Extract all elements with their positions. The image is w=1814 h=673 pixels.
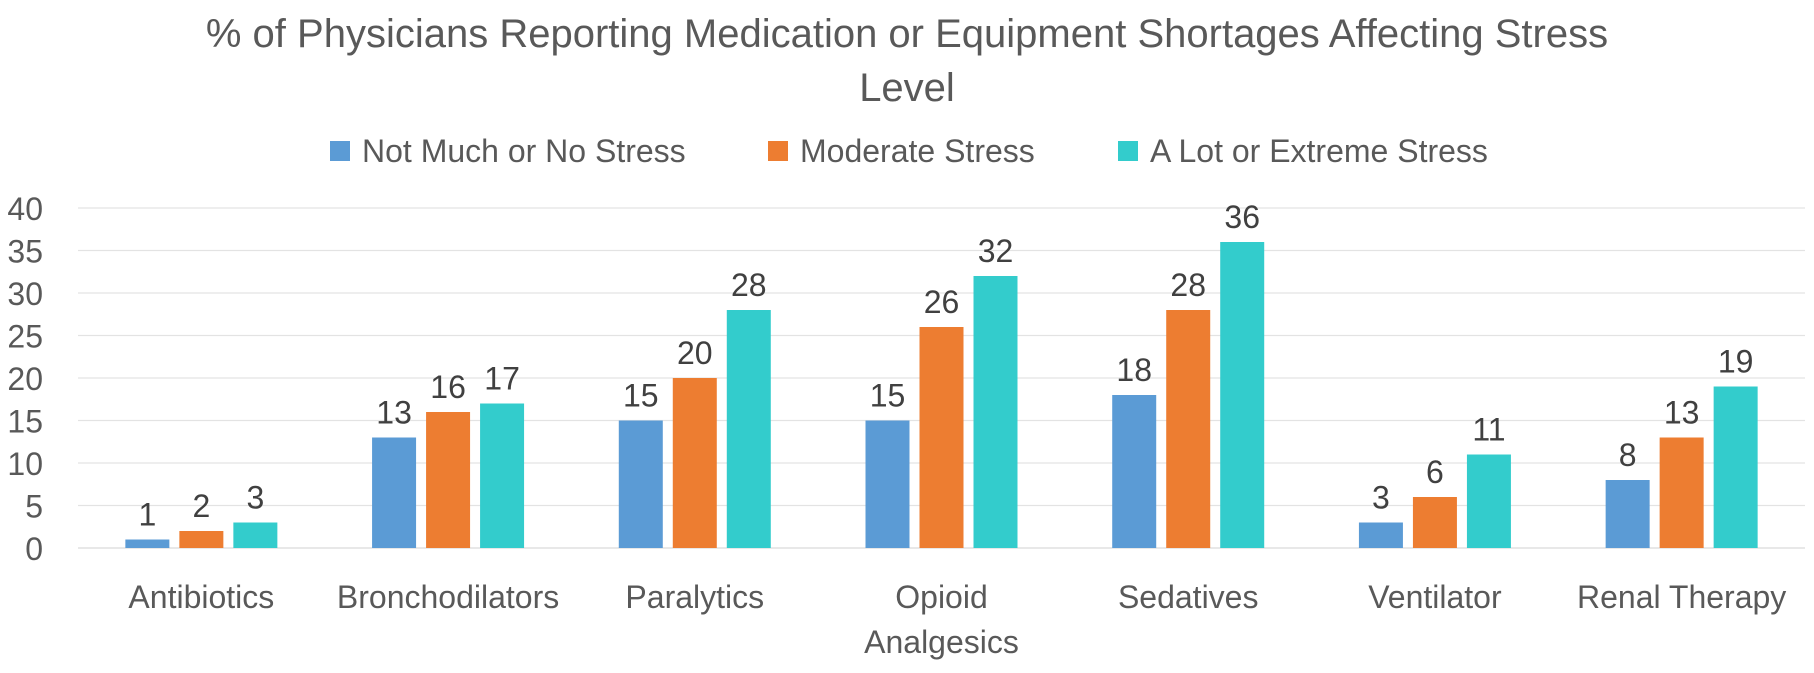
bar — [973, 276, 1018, 548]
data-label: 15 — [870, 378, 906, 414]
data-label: 36 — [1224, 199, 1260, 235]
bar — [233, 522, 278, 548]
y-tick-label: 0 — [25, 531, 43, 567]
data-label: 8 — [1619, 437, 1637, 473]
bar — [426, 412, 471, 548]
chart-legend: Not Much or No Stress Moderate Stress A Lo… — [330, 133, 1488, 169]
bar — [1605, 480, 1650, 548]
bar — [618, 420, 663, 548]
bar — [372, 437, 417, 548]
data-label: 3 — [246, 480, 264, 516]
x-tick-label: Sedatives — [1118, 579, 1259, 615]
y-tick-label: 20 — [7, 361, 43, 397]
legend-swatch — [1118, 141, 1138, 161]
y-tick-label: 25 — [7, 319, 43, 355]
chart-title-line-1: % of Physicians Reporting Medication or … — [206, 12, 1608, 56]
bar — [179, 531, 224, 548]
y-tick-label: 10 — [7, 446, 43, 482]
y-tick-label: 5 — [25, 489, 43, 525]
data-label: 13 — [1664, 395, 1700, 431]
data-label: 20 — [677, 335, 713, 371]
data-label: 6 — [1426, 454, 1444, 490]
chart-title: % of Physicians Reporting Medication or … — [206, 12, 1608, 110]
bar — [919, 327, 964, 548]
bar — [1713, 386, 1758, 548]
bar — [726, 310, 771, 548]
bar — [672, 378, 717, 548]
bar — [1220, 242, 1265, 548]
data-label: 28 — [731, 267, 767, 303]
y-tick-label: 40 — [7, 191, 43, 227]
bar — [1659, 437, 1704, 548]
data-label: 18 — [1116, 352, 1152, 388]
bar — [1112, 395, 1157, 548]
data-label: 15 — [623, 378, 659, 414]
x-axis: Antibiotics Bronchodilators Paralytics Opio… — [128, 579, 1786, 660]
bar — [1358, 522, 1403, 548]
data-label: 26 — [924, 284, 960, 320]
x-tick-label: Ventilator — [1368, 579, 1502, 615]
legend-swatch — [768, 141, 788, 161]
bar — [1466, 454, 1511, 548]
data-label: 11 — [1472, 412, 1505, 448]
data-label: 28 — [1170, 267, 1206, 303]
bar — [480, 403, 525, 548]
y-tick-label: 35 — [7, 234, 43, 270]
y-axis: 0 5 10 15 20 25 30 35 40 — [7, 191, 43, 567]
data-label: 13 — [376, 395, 412, 431]
legend-swatch — [330, 141, 350, 161]
data-label: 2 — [192, 488, 210, 524]
bar — [125, 539, 170, 548]
data-label: 3 — [1372, 480, 1390, 516]
x-tick-label: Antibiotics — [128, 579, 274, 615]
legend-label: Not Much or No Stress — [362, 133, 686, 169]
x-tick-label: Bronchodilators — [337, 579, 559, 615]
x-tick-label: Paralytics — [625, 579, 764, 615]
y-tick-label: 30 — [7, 276, 43, 312]
legend-label: Moderate Stress — [800, 133, 1035, 169]
x-tick-label: Opioid — [895, 579, 988, 615]
legend-label: A Lot or Extreme Stress — [1150, 133, 1488, 169]
data-label: 19 — [1718, 344, 1754, 380]
x-tick-label: Analgesics — [864, 624, 1019, 660]
bar — [865, 420, 910, 548]
x-tick-label: Renal Therapy — [1577, 579, 1786, 615]
bar — [1412, 497, 1457, 548]
data-label: 17 — [484, 361, 520, 397]
data-label: 16 — [430, 369, 466, 405]
y-tick-label: 15 — [7, 404, 43, 440]
chart-title-line-2: Level — [859, 66, 955, 110]
data-label: 32 — [978, 233, 1014, 269]
bar — [1166, 310, 1211, 548]
data-label: 1 — [138, 497, 156, 533]
bars — [125, 242, 1758, 548]
